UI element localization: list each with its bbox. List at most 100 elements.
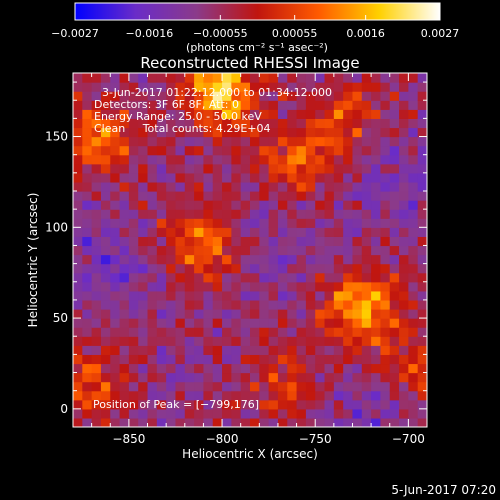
heatmap-cell <box>268 218 279 228</box>
heatmap-cell <box>315 408 326 419</box>
heatmap-cell <box>82 145 93 156</box>
heatmap-cell <box>100 154 111 165</box>
heatmap-cell <box>333 154 344 165</box>
heatmap-cell <box>166 91 177 101</box>
heatmap-cell <box>408 272 419 283</box>
heatmap-cell <box>222 118 232 129</box>
heatmap-cell <box>361 91 372 101</box>
heatmap-cell <box>194 417 205 427</box>
heatmap-cell <box>156 318 167 328</box>
heatmap-cell <box>287 145 298 156</box>
heatmap-cell <box>333 181 344 192</box>
heatmap-cell <box>175 236 186 247</box>
heatmap-cell <box>399 372 409 383</box>
heatmap-cell <box>222 372 232 383</box>
heatmap-cell <box>100 254 111 265</box>
heatmap-cell <box>361 127 372 138</box>
heatmap-cell <box>184 417 195 427</box>
heatmap-cell <box>287 227 298 237</box>
heatmap-cell <box>240 354 251 365</box>
heatmap-cell <box>147 290 158 301</box>
heatmap-cell <box>203 327 214 337</box>
heatmap-cell <box>361 245 372 256</box>
heatmap-cell <box>203 272 214 283</box>
heatmap-cell <box>277 118 288 129</box>
heatmap-cell <box>82 227 93 237</box>
heatmap-cell <box>380 354 391 365</box>
heatmap-cell <box>110 127 121 138</box>
heatmap-cell <box>222 227 232 237</box>
heatmap-cell <box>119 209 130 219</box>
heatmap-cell <box>268 254 279 265</box>
heatmap-cell <box>417 336 427 346</box>
heatmap-cell <box>380 236 391 247</box>
heatmap-cell <box>119 408 130 419</box>
heatmap-cell <box>371 227 382 237</box>
heatmap-cell <box>128 399 139 410</box>
heatmap-cell <box>156 109 167 119</box>
heatmap-cell <box>296 290 307 301</box>
heatmap-cell <box>315 263 326 274</box>
heatmap-cell <box>408 345 419 355</box>
heatmap-cell <box>380 172 391 183</box>
heatmap-cell <box>240 372 251 383</box>
heatmap-cell <box>138 354 149 365</box>
heatmap-cell <box>203 209 214 219</box>
heatmap-cell <box>110 82 121 92</box>
heatmap-cell <box>110 354 121 365</box>
heatmap-cell <box>175 118 186 129</box>
heatmap-cell <box>277 245 288 256</box>
heatmap-cell <box>194 209 205 219</box>
heatmap-cell <box>231 163 242 174</box>
axis-ticks <box>73 73 428 428</box>
heatmap-cell <box>399 181 409 192</box>
heatmap-cell <box>212 381 223 392</box>
heatmap-cell <box>408 200 419 210</box>
heatmap-cell <box>119 163 130 174</box>
heatmap-cell <box>352 236 363 247</box>
heatmap-cell <box>417 82 427 92</box>
heatmap-cell <box>324 372 335 383</box>
heatmap-cell <box>91 299 102 310</box>
heatmap-cell <box>138 245 149 256</box>
heatmap-cell <box>315 218 326 228</box>
heatmap-cell <box>380 181 391 192</box>
heatmap-cell <box>389 399 400 410</box>
heatmap-cell <box>389 372 400 383</box>
heatmap-cell <box>361 390 372 401</box>
heatmap-cell <box>203 73 214 83</box>
heatmap-cell <box>166 417 177 427</box>
heatmap-cell <box>82 281 93 292</box>
heatmap-cell <box>315 73 326 83</box>
heatmap-cell <box>305 154 316 165</box>
heatmap-cell <box>343 281 354 292</box>
heatmap-cell <box>371 145 382 156</box>
heatmap-cell <box>91 254 102 265</box>
heatmap-cell <box>147 417 158 427</box>
heatmap-cell <box>417 290 427 301</box>
heatmap-cell <box>91 363 102 374</box>
heatmap-cell <box>324 191 335 201</box>
heatmap-cell <box>371 363 382 374</box>
heatmap-cell <box>259 299 270 310</box>
heatmap-cell <box>296 181 307 192</box>
heatmap-cell <box>343 127 354 138</box>
heatmap-cell <box>156 299 167 310</box>
heatmap-cell <box>128 127 139 138</box>
heatmap-cell <box>73 91 83 101</box>
heatmap-cell <box>417 109 427 119</box>
heatmap-cell <box>110 172 121 183</box>
heatmap-cell <box>324 417 335 427</box>
heatmap-cell <box>296 299 307 310</box>
heatmap-cell <box>91 127 102 138</box>
heatmap-cell <box>399 263 409 274</box>
heatmap-cell <box>82 118 93 129</box>
heatmap-cell <box>352 227 363 237</box>
heatmap-cell <box>324 263 335 274</box>
heatmap-cell <box>91 145 102 156</box>
heatmap-cell <box>259 109 270 119</box>
heatmap-cell <box>259 154 270 165</box>
heatmap-cell <box>128 118 139 129</box>
heatmap-cell <box>231 354 242 365</box>
heatmap-cell <box>277 100 288 110</box>
